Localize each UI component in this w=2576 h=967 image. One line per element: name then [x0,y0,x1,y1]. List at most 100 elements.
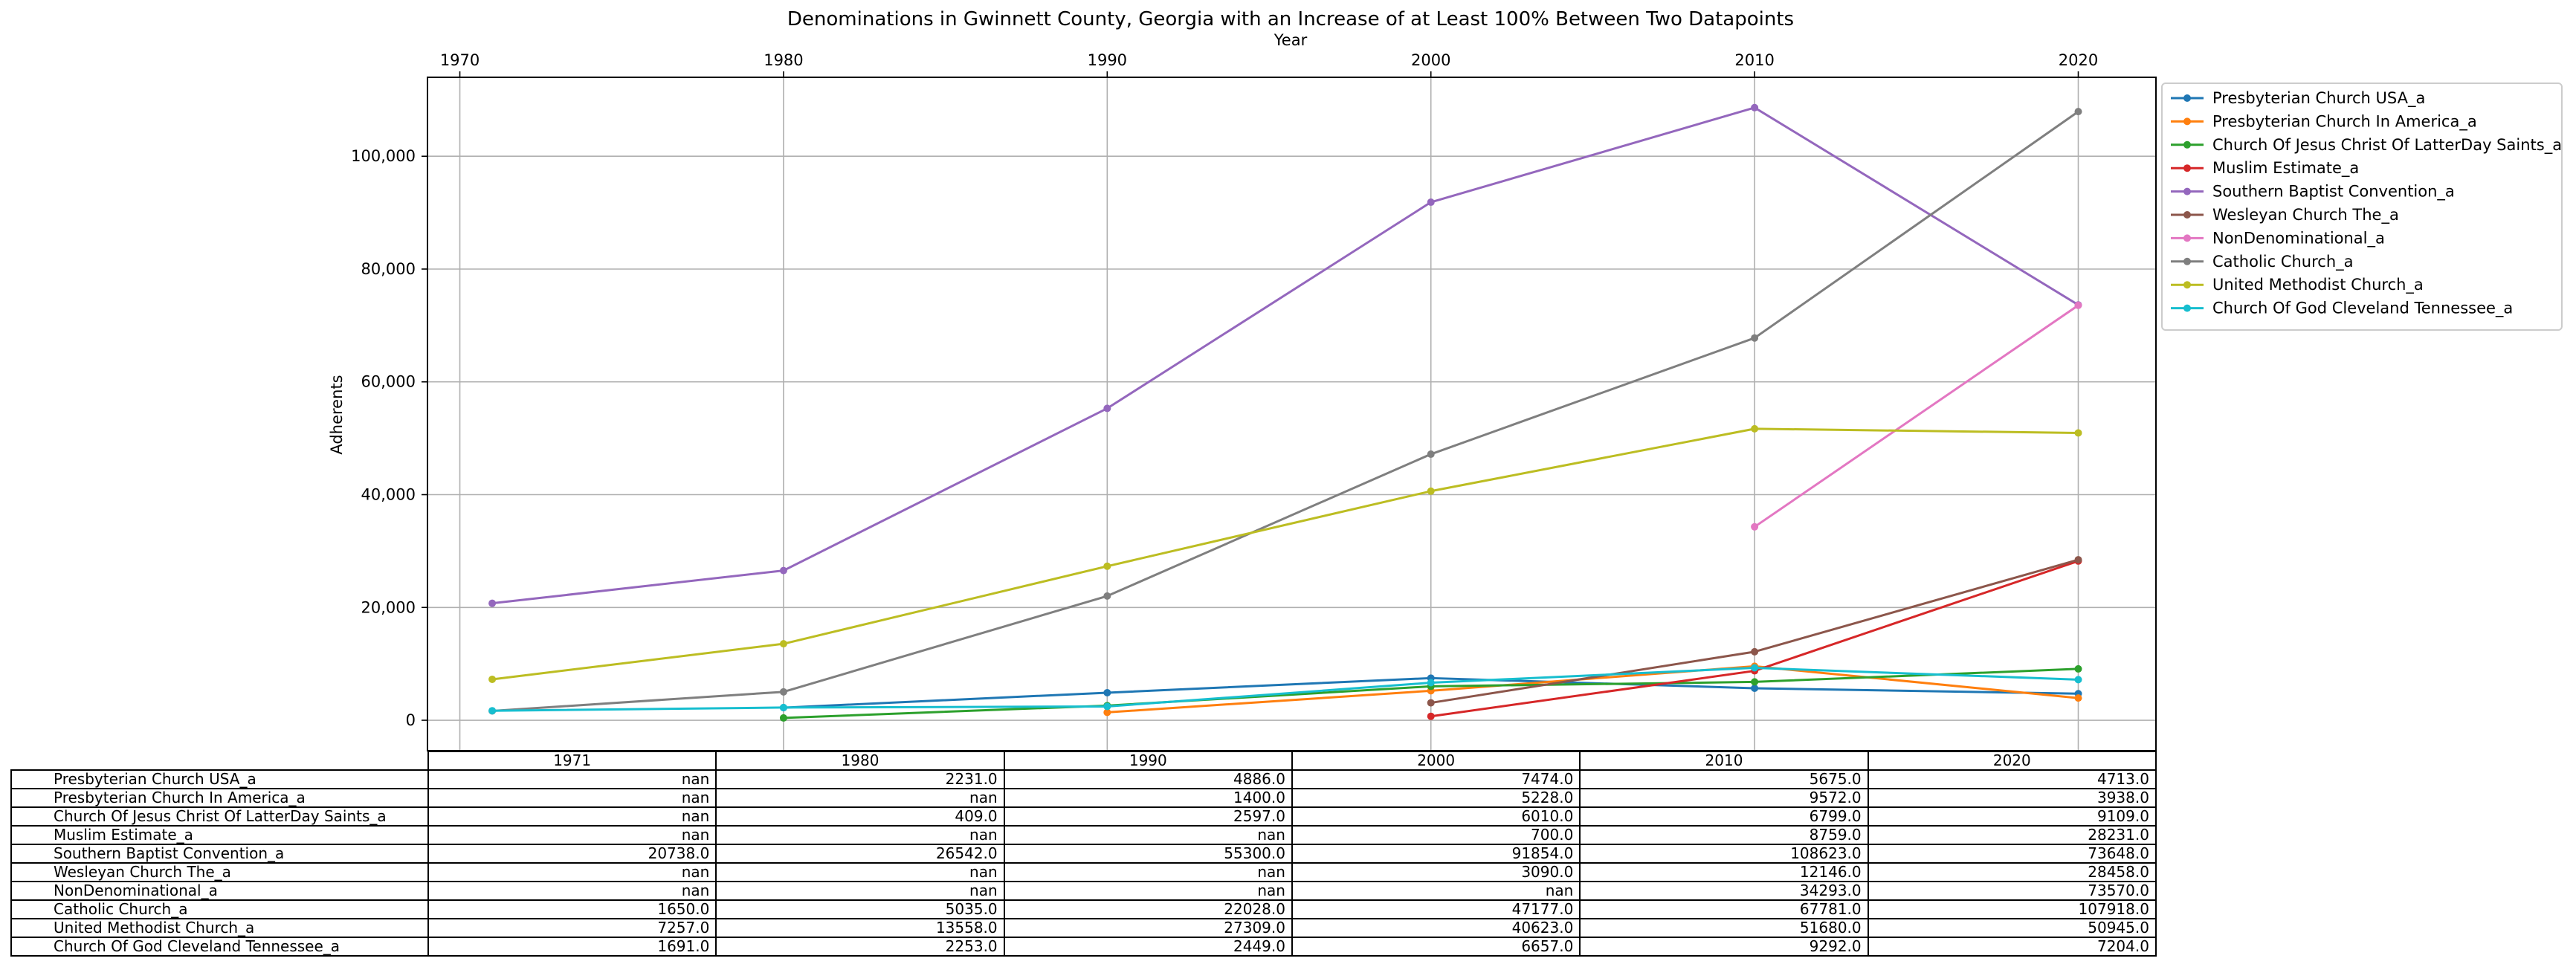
table-column-header: 1990 [1003,751,1293,771]
x-tick-label: 1970 [440,51,480,69]
table-cell: 6657.0 [1291,937,1581,957]
table-cell: 2231.0 [715,769,1005,789]
table-cell: 3938.0 [1867,788,2157,808]
y-tick-label: 80,000 [361,260,416,278]
legend-label: United Methodist Church_a [2212,276,2424,294]
legend-marker [2183,234,2191,242]
data-point [1103,702,1111,711]
table-row-label: Presbyterian Church USA_a [10,769,429,789]
table-row: Wesleyan Church The_a nan nan nan 3090.0 1214… [10,862,2157,882]
table-cell: 28458.0 [1867,862,2157,882]
legend-entry: Catholic Church_a [2171,253,2354,271]
table-cell: nan [715,825,1005,845]
table-cell: 5035.0 [715,899,1005,919]
table-cell: nan [1003,862,1293,882]
table-cell: nan [427,862,717,882]
table-cell: 2253.0 [715,937,1005,957]
table-row: United Methodist Church_a 7257.0 13558.0 27… [10,918,2157,938]
legend-entry: Muslim Estimate_a [2171,159,2359,178]
table-cell: 91854.0 [1291,844,1581,864]
legend-marker [2183,94,2191,102]
series-line [1107,664,2079,714]
table-cell: 26542.0 [715,844,1005,864]
table-column-header: 2010 [1579,751,1869,771]
data-point [2074,556,2082,564]
legend-label: NonDenominational_a [2212,229,2385,248]
data-point [488,707,497,715]
data-point [1751,424,1759,433]
series-nondenominational-a [1751,301,2082,531]
table-cell: nan [427,825,717,845]
x-tick-label: 1990 [1088,51,1127,69]
table-cell: 50945.0 [1867,918,2157,938]
chart-title: Denominations in Gwinnett County, Georgi… [787,8,1794,30]
data-point [779,640,787,648]
y-tick-label: 20,000 [361,598,416,616]
plot-series [488,103,2082,722]
y-tick-label: 0 [406,711,416,729]
legend-entry: Southern Baptist Convention_a [2171,183,2455,201]
data-point [1751,523,1759,531]
data-point [1751,647,1759,656]
table-cell: 5675.0 [1579,769,1869,789]
data-point [488,599,497,607]
table-header-row: 1971 1980 1990 2000 2010 2020 [11,751,2157,771]
legend: Presbyterian Church USA_a Presbyterian Ch… [2161,83,2563,331]
legend-marker [2183,164,2191,172]
table-cell: 67781.0 [1579,899,1869,919]
data-table: 1971 1980 1990 2000 2010 2020 Presbyterian Ch… [10,751,2157,957]
table-cell: 73570.0 [1867,881,2157,901]
series-southern-baptist-convention-a [488,103,2082,607]
series-line [491,427,2079,681]
table-row-label: NonDenominational_a [10,881,429,901]
data-point [1751,664,1759,672]
data-point [1751,684,1759,692]
data-point [1103,708,1111,717]
table-cell: 12146.0 [1579,862,1869,882]
data-point [2074,694,2082,702]
table-cell: 73648.0 [1867,844,2157,864]
y-axis-ticks: 0 20,000 40,000 60,000 80,000 100,000 [351,147,427,729]
table-cell: 13558.0 [715,918,1005,938]
data-point [779,714,787,722]
y-tick-label: 100,000 [351,147,416,165]
table-cell: 6799.0 [1579,806,1869,827]
data-point [2074,429,2082,437]
series-united-methodist-church-a [488,424,2082,683]
x-tick-label: 2020 [2059,51,2098,69]
gridlines [427,77,2156,751]
table-cell: 2449.0 [1003,937,1293,957]
series-line [1754,304,2079,528]
y-axis-label: Adherents [328,375,346,454]
legend-entry: Church Of God Cleveland Tennessee_a [2171,300,2513,318]
table-cell: 7204.0 [1867,937,2157,957]
table-cell: 9292.0 [1579,937,1869,957]
table-row-label: Southern Baptist Convention_a [10,844,429,864]
table-cell: 40623.0 [1291,918,1581,938]
series-catholic-church-a [488,108,2082,715]
legend-label: Church Of Jesus Christ Of LatterDay Sain… [2212,136,2562,155]
y-tick-label: 60,000 [361,373,416,391]
series-line [491,110,2079,713]
table-row-label: Church Of God Cleveland Tennessee_a [10,937,429,957]
table-cell: nan [427,806,717,827]
table-row: Church Of God Cleveland Tennessee_a 1691.… [10,937,2157,957]
table-cell: 55300.0 [1003,844,1293,864]
table-row: Presbyterian Church In America_a nan nan 14… [10,788,2157,808]
data-point [1427,487,1435,495]
legend-box [2161,83,2563,331]
table-cell: 34293.0 [1579,881,1869,901]
table-cell: 1400.0 [1003,788,1293,808]
data-point [488,675,497,683]
data-point [1751,334,1759,342]
table-cell: nan [1291,881,1581,901]
table-cell: 2597.0 [1003,806,1293,827]
table-cell: 1691.0 [427,937,717,957]
legend-entry: United Methodist Church_a [2171,276,2424,294]
table-cell: nan [715,881,1005,901]
table-row: NonDenominational_a nan nan nan nan 34293.0 73… [10,881,2157,901]
legend-marker [2183,211,2191,219]
data-point [1427,699,1435,707]
table-cell: 409.0 [715,806,1005,827]
table-cell: 47177.0 [1291,899,1581,919]
